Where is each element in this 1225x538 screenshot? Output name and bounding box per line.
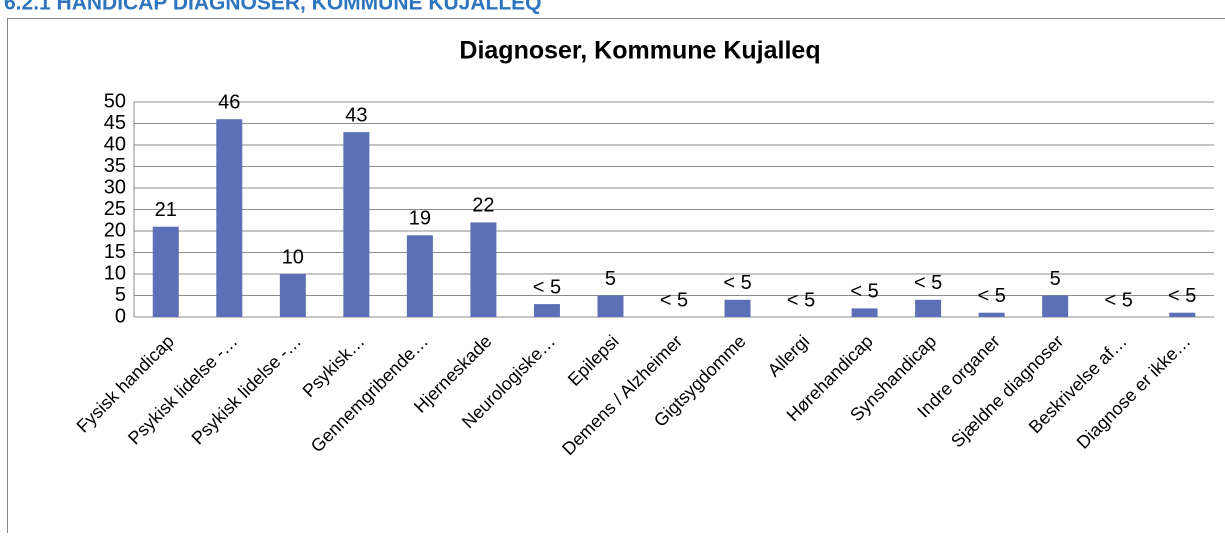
value-label: < 5 (1105, 289, 1133, 311)
bar (725, 300, 751, 317)
y-tick-label: 45 (104, 112, 126, 134)
x-tick-label: Allergi (764, 331, 814, 381)
value-label: 5 (1050, 268, 1061, 290)
x-tick-label: Sjældne diagnoser (947, 331, 1067, 451)
value-label: < 5 (533, 276, 561, 298)
bar (1042, 296, 1068, 318)
value-label: 43 (345, 104, 367, 126)
value-label: < 5 (660, 289, 688, 311)
bar (280, 274, 306, 317)
chart-border (8, 19, 1225, 534)
bar (1169, 313, 1195, 317)
value-label: 21 (155, 199, 177, 221)
x-tick-label: Demens / Alzheimer (558, 331, 686, 459)
y-tick-label: 25 (104, 198, 126, 220)
heading: 6.2.1 HANDICAP DIAGNOSER, KOMMUNE KUJALL… (4, 0, 542, 15)
bar (852, 308, 878, 317)
value-label: < 5 (977, 285, 1005, 307)
y-tick-label: 20 (104, 219, 126, 241)
value-label: 5 (605, 268, 616, 290)
bar (534, 304, 560, 317)
x-tick-label: Gennemgribende… (307, 331, 432, 456)
y-tick-label: 30 (104, 176, 126, 198)
value-label: < 5 (914, 272, 942, 294)
value-label: < 5 (723, 272, 751, 294)
x-tick-label: Psykisk lidelse -… (124, 331, 241, 448)
y-tick-label: 5 (115, 284, 126, 306)
y-tick-label: 35 (104, 155, 126, 177)
value-label: 22 (472, 195, 494, 217)
bar (979, 313, 1005, 317)
bar (597, 296, 623, 318)
x-tick-label: Epilepsi (564, 331, 623, 390)
value-label: < 5 (850, 281, 878, 303)
chart-title: Diagnoser, Kommune Kujalleq (459, 37, 820, 65)
bar (153, 227, 179, 317)
value-label: < 5 (787, 289, 815, 311)
x-tick-label: Diagnose er ikke… (1073, 331, 1195, 453)
value-label: 19 (409, 208, 431, 230)
y-tick-label: 40 (104, 133, 126, 155)
y-tick-label: 15 (104, 241, 126, 263)
x-tick-label: Psykisk lidelse -… (188, 331, 305, 448)
bar (470, 222, 496, 317)
bar (407, 235, 433, 317)
value-label: < 5 (1168, 285, 1196, 307)
y-tick-label: 0 (115, 305, 126, 327)
bar (343, 132, 369, 317)
bar (216, 119, 242, 317)
value-label: 46 (218, 91, 240, 113)
y-tick-label: 10 (104, 262, 126, 284)
y-tick-label: 50 (104, 90, 126, 112)
value-label: 10 (282, 246, 304, 268)
bar (915, 300, 941, 317)
